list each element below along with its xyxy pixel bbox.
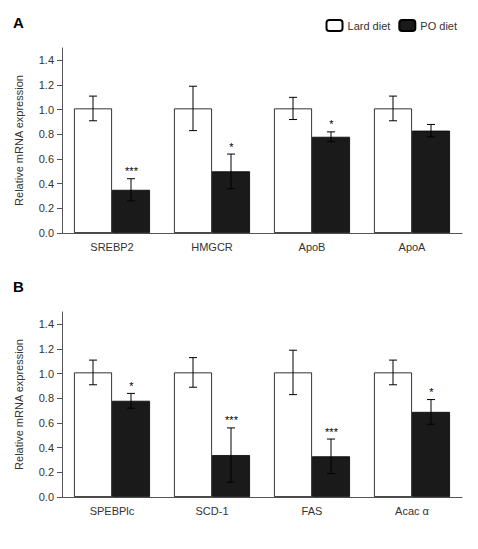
svg-text:0.0: 0.0 (39, 491, 54, 503)
svg-text:ApoA: ApoA (399, 241, 427, 253)
svg-text:***: *** (325, 426, 339, 438)
svg-text:0.4: 0.4 (39, 178, 54, 190)
svg-text:***: *** (125, 165, 139, 177)
svg-text:*: * (229, 141, 234, 153)
svg-text:Acac α: Acac α (395, 505, 430, 517)
svg-text:*: * (329, 118, 334, 130)
svg-text:1.2: 1.2 (39, 79, 54, 91)
svg-text:1.2: 1.2 (39, 343, 54, 355)
svg-text:1.0: 1.0 (39, 104, 54, 116)
svg-text:1.4: 1.4 (39, 318, 54, 330)
svg-text:1.0: 1.0 (39, 368, 54, 380)
svg-text:SPEBPlc: SPEBPlc (90, 505, 135, 517)
svg-text:0.8: 0.8 (39, 392, 54, 404)
svg-text:0.6: 0.6 (39, 153, 54, 165)
svg-text:SCD-1: SCD-1 (195, 505, 228, 517)
svg-text:Lard diet: Lard diet (348, 20, 391, 32)
svg-text:0.2: 0.2 (39, 202, 54, 214)
svg-text:ApoB: ApoB (299, 241, 326, 253)
svg-text:0.2: 0.2 (39, 466, 54, 478)
svg-text:Relative mRNA expression: Relative mRNA expression (13, 75, 25, 206)
svg-text:*: * (429, 386, 434, 398)
svg-text:B: B (13, 278, 24, 295)
svg-text:PO diet: PO diet (420, 20, 457, 32)
svg-text:0.4: 0.4 (39, 442, 54, 454)
svg-text:*: * (129, 380, 134, 392)
svg-text:1.4: 1.4 (39, 54, 54, 66)
svg-text:***: *** (225, 414, 239, 426)
svg-text:Relative mRNA expression: Relative mRNA expression (13, 339, 25, 470)
svg-text:0.6: 0.6 (39, 417, 54, 429)
svg-text:0.8: 0.8 (39, 128, 54, 140)
svg-text:HMGCR: HMGCR (191, 241, 233, 253)
svg-text:FAS: FAS (302, 505, 323, 517)
svg-text:A: A (13, 14, 24, 31)
svg-text:SREBP2: SREBP2 (90, 241, 133, 253)
svg-text:0.0: 0.0 (39, 227, 54, 239)
